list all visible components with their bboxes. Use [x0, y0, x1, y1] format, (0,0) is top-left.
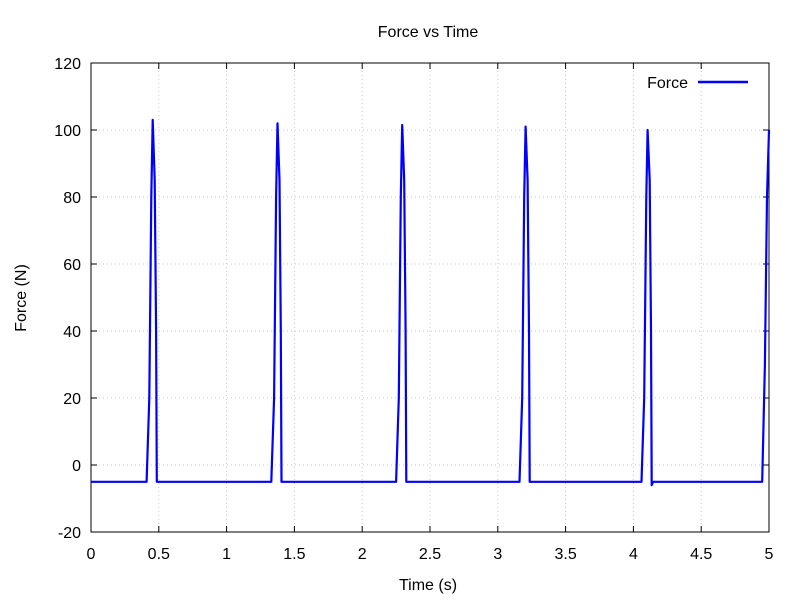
- y-tick-label: -20: [58, 525, 81, 542]
- y-tick-label: 20: [63, 391, 81, 408]
- x-tick-label: 4.5: [690, 546, 712, 563]
- x-axis-title: Time (s): [399, 577, 457, 594]
- x-tick-label: 2: [358, 546, 367, 563]
- y-tick-label: 60: [63, 257, 81, 274]
- plot-area-border: [90, 62, 770, 533]
- y-axis: -20 0 20 40 60 80 100 120: [54, 56, 769, 542]
- x-tick-label: 3: [493, 546, 502, 563]
- x-tick-label: 1.5: [283, 546, 305, 563]
- x-tick-label: 3.5: [554, 546, 576, 563]
- y-tick-label: 40: [63, 324, 81, 341]
- y-tick-label: 0: [72, 458, 81, 475]
- chart-title: Force vs Time: [378, 24, 479, 41]
- x-tick-label: 0: [87, 546, 96, 563]
- y-axis-title: Force (N): [13, 264, 30, 332]
- x-tick-label: 5: [765, 546, 774, 563]
- x-tick-label: 2.5: [419, 546, 441, 563]
- x-tick-label: 0.5: [148, 546, 170, 563]
- series-line-force: [91, 118, 771, 487]
- x-tick-label: 1: [222, 546, 231, 563]
- x-axis: 0 0.5 1 1.5 2 2.5 3 3.5 4 4.5 5: [87, 63, 774, 563]
- series-layer: [91, 118, 771, 487]
- legend: Force: [647, 75, 748, 92]
- y-tick-label: 100: [54, 123, 81, 140]
- x-tick-label: 4: [629, 546, 638, 563]
- legend-label-force: Force: [647, 75, 688, 92]
- grid-lines: [91, 63, 769, 532]
- y-tick-label: 120: [54, 56, 81, 73]
- y-tick-label: 80: [63, 190, 81, 207]
